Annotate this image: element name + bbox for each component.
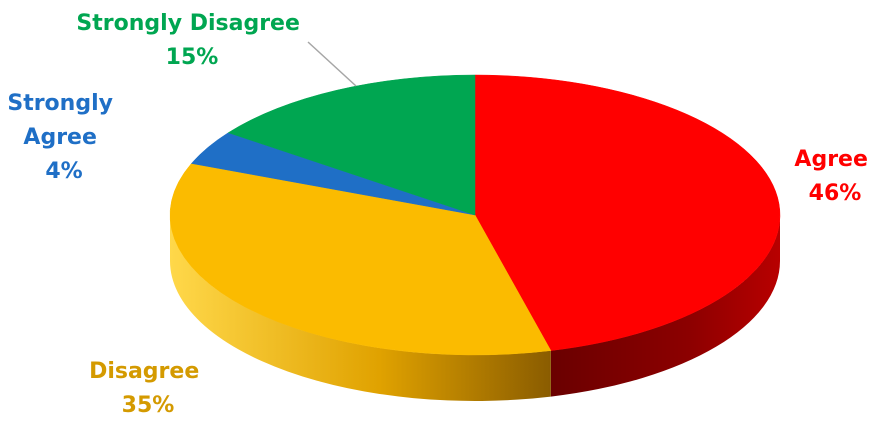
label-agree: Agree 46% <box>794 147 875 206</box>
pie-slice-strongly-disagree <box>227 74 476 216</box>
pie-top <box>169 74 781 356</box>
data-labels: Strongly Disagree 15% Strongly Agree 4% … <box>7 11 875 418</box>
pie-sides <box>170 215 780 401</box>
label-strongly-disagree: Strongly Disagree 15% <box>76 11 307 70</box>
label-strongly-agree-line1: Strongly <box>7 91 113 116</box>
pie-side-disagree <box>170 215 551 401</box>
label-strongly-agree: Strongly Agree 4% <box>7 91 120 184</box>
label-strongly-agree-line2: Agree <box>23 125 96 150</box>
pie-slice-disagree <box>169 163 552 356</box>
label-disagree: Disagree 35% <box>89 359 207 418</box>
pie-slice-agree <box>474 74 781 351</box>
pie-side-agree <box>550 215 780 397</box>
leader-line-strongly-disagree <box>307 41 357 87</box>
